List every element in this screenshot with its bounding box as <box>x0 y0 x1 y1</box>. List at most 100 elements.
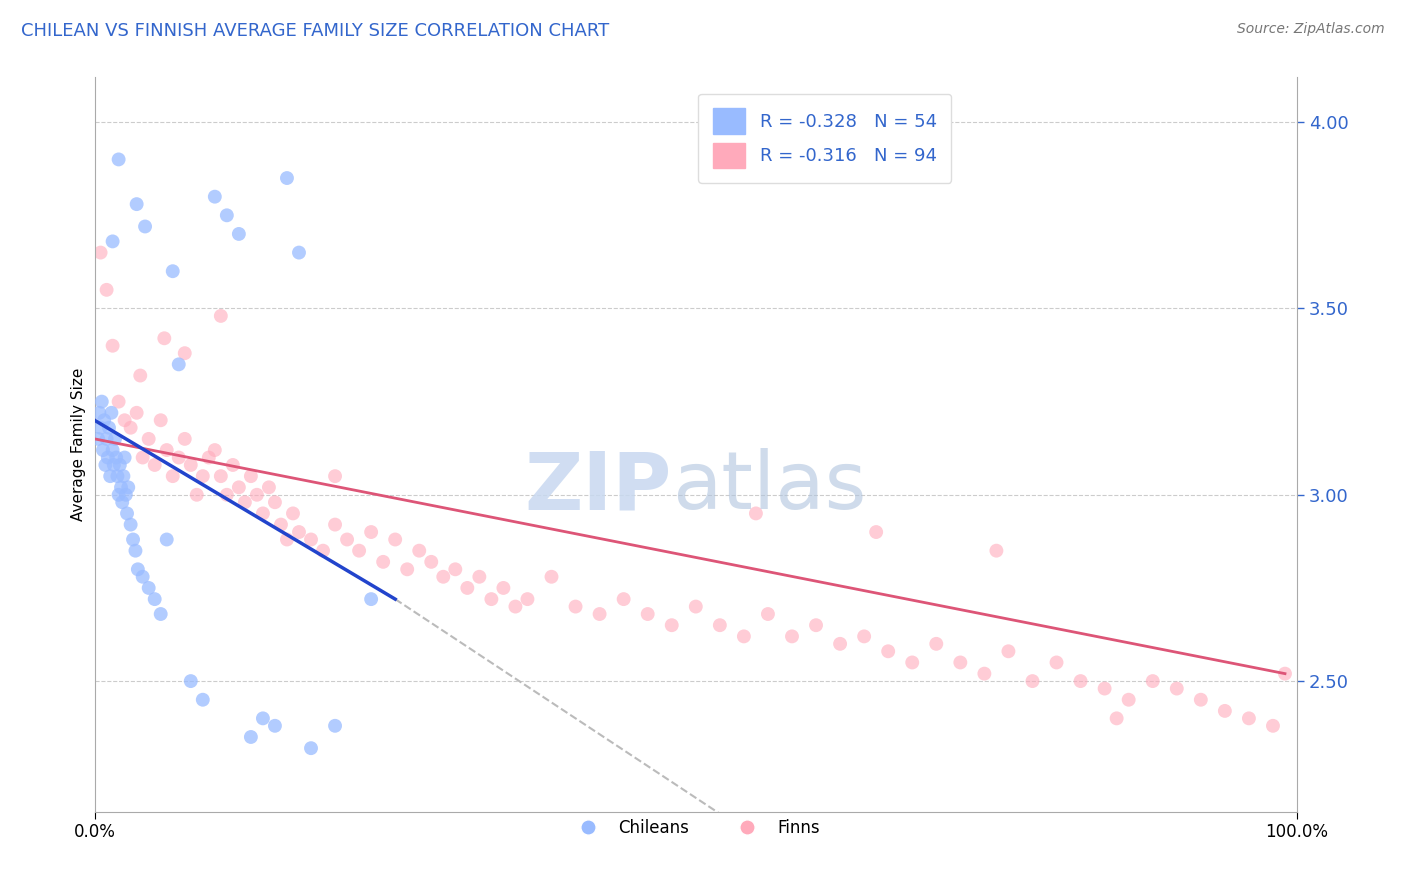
Point <box>685 599 707 614</box>
Point <box>299 533 322 547</box>
Point <box>233 495 256 509</box>
Point <box>246 488 269 502</box>
Point <box>613 592 636 607</box>
Point <box>299 741 322 756</box>
Point <box>323 469 346 483</box>
Point <box>396 562 419 576</box>
Point <box>96 283 118 297</box>
Point <box>143 592 166 607</box>
Point <box>281 507 304 521</box>
Point <box>1189 692 1212 706</box>
Point <box>162 469 184 483</box>
Point <box>90 420 112 434</box>
Point <box>1118 692 1140 706</box>
Point <box>373 555 395 569</box>
Point <box>93 413 115 427</box>
Point <box>134 219 156 234</box>
Point <box>98 420 121 434</box>
Point <box>110 480 132 494</box>
Point <box>661 618 683 632</box>
Point <box>1213 704 1236 718</box>
Point <box>156 533 179 547</box>
Point <box>209 469 232 483</box>
Point <box>877 644 900 658</box>
Point <box>222 458 245 472</box>
Point <box>1261 719 1284 733</box>
Point <box>276 533 298 547</box>
Point <box>479 592 502 607</box>
Point <box>215 208 238 222</box>
Point <box>105 450 128 465</box>
Point <box>149 607 172 621</box>
Legend: Chileans, Finns: Chileans, Finns <box>565 813 827 844</box>
Point <box>114 413 136 427</box>
Point <box>1021 674 1043 689</box>
Point <box>588 607 610 621</box>
Point <box>1237 711 1260 725</box>
Point <box>96 432 118 446</box>
Point <box>127 562 149 576</box>
Point <box>252 711 274 725</box>
Point <box>98 469 121 483</box>
Point <box>564 599 586 614</box>
Point <box>125 406 148 420</box>
Point <box>745 507 768 521</box>
Point <box>100 406 122 420</box>
Point <box>114 450 136 465</box>
Point <box>215 488 238 502</box>
Point <box>756 607 779 621</box>
Point <box>204 189 226 203</box>
Point <box>209 309 232 323</box>
Point <box>162 264 184 278</box>
Point <box>198 450 221 465</box>
Point <box>120 420 142 434</box>
Point <box>143 458 166 472</box>
Point <box>138 432 160 446</box>
Point <box>108 458 131 472</box>
Point <box>637 607 659 621</box>
Point <box>107 394 129 409</box>
Point <box>270 517 292 532</box>
Point <box>131 570 153 584</box>
Point <box>101 235 124 249</box>
Point <box>120 517 142 532</box>
Point <box>125 197 148 211</box>
Point <box>89 406 111 420</box>
Point <box>191 469 214 483</box>
Point <box>107 488 129 502</box>
Point <box>288 524 311 539</box>
Point <box>780 629 803 643</box>
Point <box>129 368 152 383</box>
Point <box>276 171 298 186</box>
Point <box>264 495 287 509</box>
Point <box>167 357 190 371</box>
Point <box>492 581 515 595</box>
Point <box>1094 681 1116 696</box>
Point <box>87 432 110 446</box>
Point <box>733 629 755 643</box>
Point <box>173 346 195 360</box>
Point <box>103 458 125 472</box>
Point <box>115 507 138 521</box>
Point <box>1274 666 1296 681</box>
Text: ZIP: ZIP <box>524 449 672 526</box>
Point <box>360 524 382 539</box>
Point <box>107 153 129 167</box>
Point <box>228 480 250 494</box>
Point <box>865 524 887 539</box>
Point <box>312 543 335 558</box>
Point <box>323 517 346 532</box>
Point <box>925 637 948 651</box>
Point <box>111 495 134 509</box>
Point <box>804 618 827 632</box>
Point <box>101 443 124 458</box>
Point <box>112 469 135 483</box>
Point <box>540 570 562 584</box>
Point <box>360 592 382 607</box>
Point <box>709 618 731 632</box>
Point <box>138 581 160 595</box>
Point <box>408 543 430 558</box>
Point <box>94 458 117 472</box>
Point <box>104 432 127 446</box>
Point <box>122 533 145 547</box>
